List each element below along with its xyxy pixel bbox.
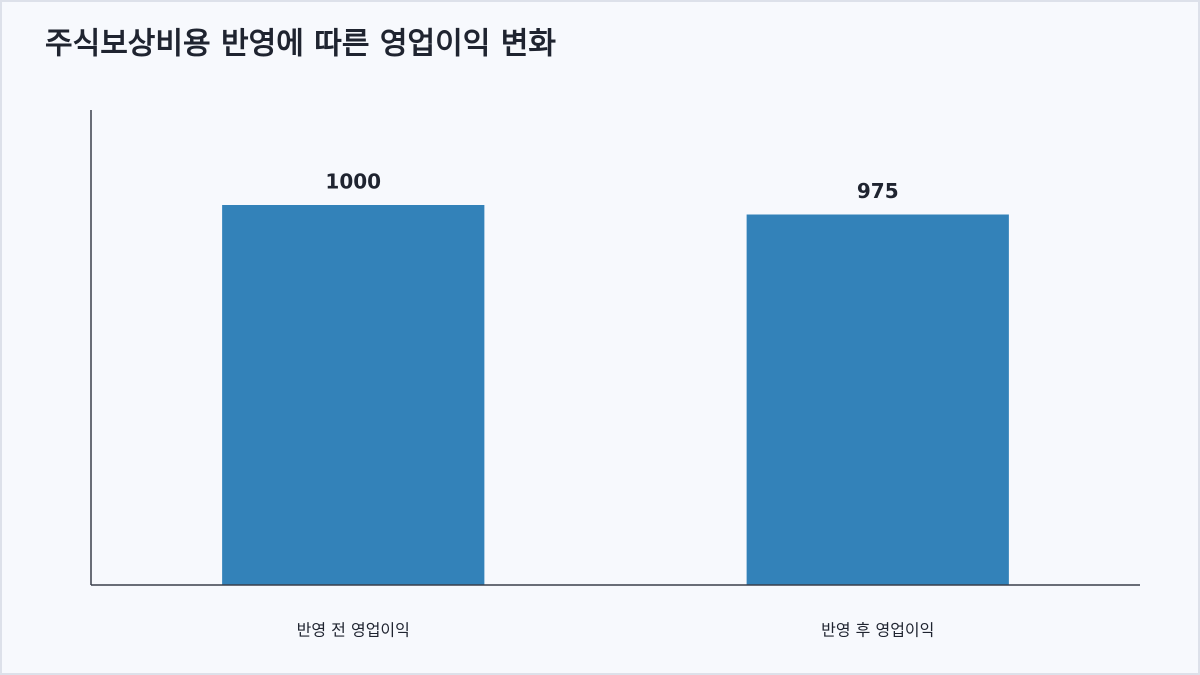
bar [746,214,1009,585]
chart-title: 주식보상비용 반영에 따른 영업이익 변화 [45,27,556,62]
x-tick-label: 반영 후 영업이익 [821,621,934,640]
data-label: 975 [857,179,899,203]
data-label: 1000 [325,170,381,194]
bar [222,205,485,585]
x-tick-label: 반영 전 영업이익 [297,621,410,640]
